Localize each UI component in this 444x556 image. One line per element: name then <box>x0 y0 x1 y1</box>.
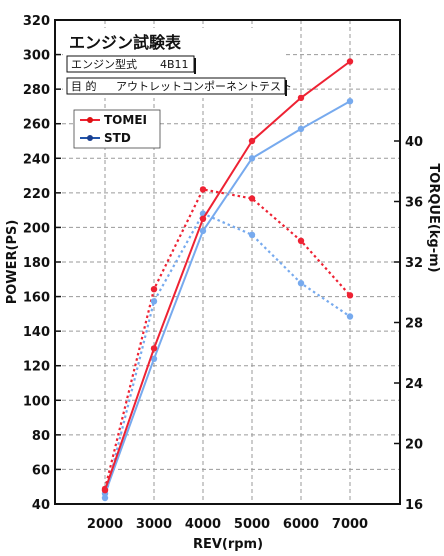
legend-box <box>73 109 161 149</box>
y-axis-right-title: TORQUE(kg-m) <box>426 163 441 272</box>
y-axis-left-title: POWER(PS) <box>5 220 20 305</box>
data-point-tomei-torque <box>150 286 158 293</box>
engine-type-shadow <box>194 58 196 74</box>
y-tick-label-left: 260 <box>23 118 50 133</box>
data-point-tomei-torque <box>297 237 305 244</box>
y-tick-label-left: 320 <box>23 14 50 29</box>
purpose-value: アウトレットコンポーネントテスト <box>116 80 292 93</box>
data-point-tomei-power <box>101 487 109 494</box>
legend-marker-std <box>87 135 93 141</box>
y-tick-label-left: 300 <box>23 49 50 64</box>
purpose-shadow <box>285 80 287 96</box>
x-tick-label: 2000 <box>87 517 123 532</box>
y-tick-label-right: 40 <box>405 135 423 150</box>
y-tick-label-left: 140 <box>23 325 50 340</box>
data-point-tomei-torque <box>248 195 256 202</box>
data-point-std-torque <box>150 298 158 305</box>
data-point-std-torque <box>248 231 256 238</box>
data-point-std-power <box>150 355 158 362</box>
y-tick-label-left: 220 <box>23 187 50 202</box>
data-point-std-power <box>346 98 354 105</box>
engine-type-label: エンジン型式 <box>71 57 137 71</box>
y-tick-label-right: 32 <box>405 256 423 271</box>
data-point-tomei-torque <box>346 292 354 299</box>
y-axis-left-ticks: 40 60 80 100 120 140 160 180 200 220 240 260 280 300 3… <box>23 14 61 513</box>
y-tick-label-right: 16 <box>405 498 423 513</box>
legend-label-std: STD <box>104 131 131 145</box>
x-tick-label: 7000 <box>332 517 368 532</box>
series-layer <box>101 58 354 502</box>
y-tick-label-left: 280 <box>23 83 50 98</box>
y-axis-right-ticks: 16 20 24 28 32 36 40 <box>394 135 423 513</box>
legend: TOMEI STD <box>73 109 161 149</box>
data-point-std-torque <box>101 494 109 502</box>
series-line-std-torque <box>103 212 351 499</box>
data-point-tomei-power <box>248 137 256 145</box>
data-point-tomei-power <box>346 58 354 65</box>
y-tick-label-left: 60 <box>32 463 50 478</box>
y-tick-label-right: 36 <box>405 196 423 211</box>
x-tick-label: 5000 <box>234 517 270 532</box>
x-tick-label: 4000 <box>185 517 221 532</box>
series-line-tomei-power <box>104 60 351 491</box>
legend-marker-tomei <box>87 117 93 123</box>
x-tick-label: 6000 <box>283 517 319 532</box>
y-tick-label-left: 180 <box>23 256 50 271</box>
data-point-tomei-torque <box>199 186 207 193</box>
engine-type-value: 4B11 <box>160 58 189 71</box>
series-line-std-power <box>104 100 351 494</box>
data-point-std-torque <box>346 313 354 320</box>
y-tick-label-left: 120 <box>23 360 50 375</box>
y-tick-label-left: 100 <box>23 394 50 409</box>
y-tick-label-left: 40 <box>32 498 50 513</box>
y-tick-label-left: 240 <box>23 152 50 167</box>
data-point-std-power <box>199 227 207 235</box>
y-tick-label-right: 28 <box>405 317 423 332</box>
legend-label-tomei: TOMEI <box>104 113 147 127</box>
purpose-label: 目 的 <box>71 79 97 93</box>
y-tick-label-left: 80 <box>32 429 50 444</box>
x-tick-label: 3000 <box>136 517 172 532</box>
chart-title: エンジン試験表 <box>69 33 182 52</box>
x-axis-ticks: 2000 3000 4000 5000 6000 7000 <box>87 517 368 532</box>
y-tick-label-left: 160 <box>23 291 50 306</box>
data-point-std-power <box>248 155 256 162</box>
data-point-tomei-power <box>150 345 158 352</box>
data-point-tomei-power <box>199 215 207 222</box>
y-tick-label-right: 24 <box>405 377 423 392</box>
data-point-tomei-power <box>297 94 305 102</box>
x-axis-title: REV(rpm) <box>193 537 263 552</box>
data-point-std-torque <box>297 280 305 287</box>
y-tick-label-left: 200 <box>23 221 50 236</box>
data-point-std-power <box>297 125 305 133</box>
y-tick-label-right: 20 <box>405 438 423 453</box>
